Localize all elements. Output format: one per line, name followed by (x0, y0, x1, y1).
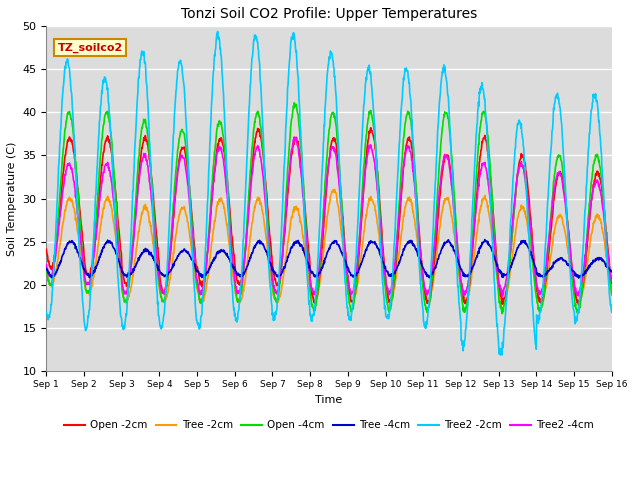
Legend: Open -2cm, Tree -2cm, Open -4cm, Tree -4cm, Tree2 -2cm, Tree2 -4cm: Open -2cm, Tree -2cm, Open -4cm, Tree -4… (60, 416, 598, 434)
Title: Tonzi Soil CO2 Profile: Upper Temperatures: Tonzi Soil CO2 Profile: Upper Temperatur… (181, 7, 477, 21)
Y-axis label: Soil Temperature (C): Soil Temperature (C) (7, 141, 17, 256)
X-axis label: Time: Time (316, 395, 342, 405)
Text: TZ_soilco2: TZ_soilco2 (58, 42, 123, 53)
